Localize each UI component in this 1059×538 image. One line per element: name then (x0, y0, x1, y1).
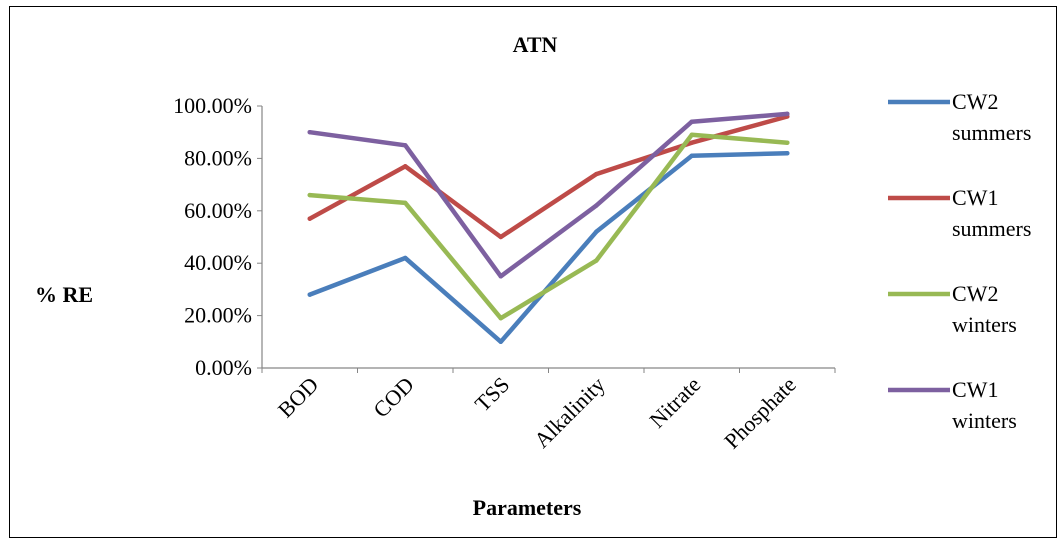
legend-label: CW1 summers (952, 185, 1031, 241)
data-point (689, 153, 694, 158)
data-point (689, 132, 694, 138)
data-point (403, 200, 408, 206)
data-point (307, 192, 312, 198)
data-point (689, 119, 694, 124)
legend: CW2 summers CW1 summers CW2 winters CW1 winters (888, 89, 1031, 433)
x-tick-label: COD (368, 372, 419, 423)
x-tick-label: BOD (273, 372, 324, 423)
data-point (594, 171, 599, 177)
x-tick-label: Alkalinity (529, 372, 610, 453)
data-point (403, 164, 408, 169)
data-point (498, 234, 503, 240)
y-tick-label: 40.00% (184, 250, 252, 275)
y-tick-label: 20.00% (184, 303, 252, 328)
series-layer (307, 111, 790, 345)
legend-label: CW2 winters (952, 281, 1017, 337)
data-point (403, 143, 408, 148)
data-point (689, 140, 694, 145)
data-point (785, 150, 790, 156)
legend-label: CW2 summers (952, 89, 1031, 145)
x-axis-title: Parameters (473, 495, 582, 520)
data-point (498, 316, 503, 321)
x-tick-label: Phosphate (719, 372, 801, 454)
y-tick-label: 100.00% (173, 93, 252, 118)
series-line (307, 111, 790, 279)
y-tick-label: 60.00% (184, 198, 252, 223)
x-tick-label: Nitrate (644, 372, 705, 433)
series-line (307, 132, 790, 321)
data-point (498, 339, 503, 344)
data-point (594, 229, 599, 234)
data-point (594, 203, 599, 208)
data-point (594, 258, 599, 263)
y-tick-label: 80.00% (184, 145, 252, 170)
data-point (403, 255, 408, 261)
data-point (307, 130, 312, 135)
y-tick-label: 0.00% (195, 355, 252, 380)
data-point (307, 292, 312, 297)
legend-label: CW1 winters (952, 377, 1017, 433)
chart-frame (9, 6, 1057, 538)
data-point (785, 140, 790, 145)
data-point (307, 216, 312, 221)
data-point (785, 111, 790, 117)
chart-title: ATN (513, 32, 558, 57)
x-tick-label: TSS (470, 372, 514, 416)
y-axis-title: % RE (35, 282, 93, 307)
data-point (498, 274, 503, 279)
